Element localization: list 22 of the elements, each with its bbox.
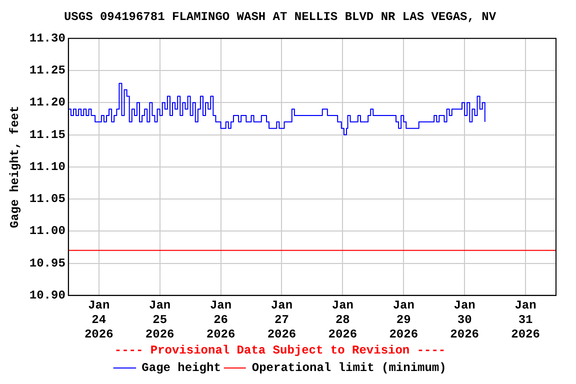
y-tick-label: 10.90 (29, 288, 66, 302)
y-tick-label: 11.05 (29, 192, 66, 206)
y-tick-label: 11.10 (29, 160, 66, 174)
text: ---- Provisional Data Subject to Revision ---- (114, 344, 446, 358)
x-tick-label: Jan 26 2026 (206, 298, 236, 342)
y-tick-label: 11.15 (29, 128, 66, 142)
x-tick-label: Jan 25 2026 (145, 298, 174, 342)
x-tick-label: Jan 31 2026 (511, 298, 540, 342)
x-tick-label: Jan 27 2026 (267, 298, 296, 342)
y-axis-title: Gage height, feet (8, 106, 22, 228)
y-tick-label: 11.20 (29, 96, 66, 110)
legend-label: Gage height (142, 361, 221, 376)
x-tick-label: Jan 28 2026 (328, 298, 358, 342)
x-tick-label: Jan 24 2026 (84, 298, 114, 342)
y-tick-label: 10.95 (29, 256, 66, 270)
y-tick-label: 11.00 (29, 224, 66, 238)
x-tick-label: Jan 29 2026 (389, 298, 418, 342)
legend-label: Operational limit (minimum) (252, 361, 446, 376)
y-tick-label: 11.25 (29, 64, 66, 78)
y-tick-label: 11.30 (29, 31, 66, 46)
x-tick-label: Jan 30 2026 (450, 298, 479, 342)
chart-title: USGS 094196781 FLAMINGO WASH AT NELLIS BLVD NR LAS VEGAS, NV (64, 10, 497, 24)
